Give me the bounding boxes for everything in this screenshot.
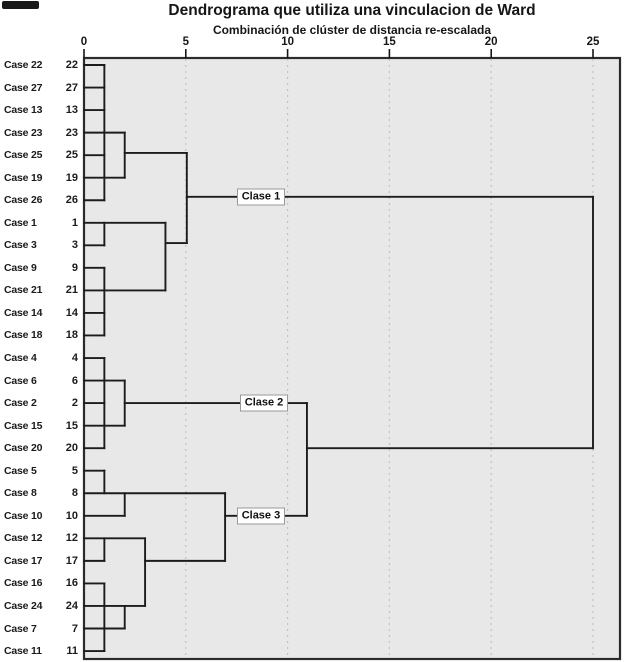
case-row: Case 1 1 (0, 215, 80, 231)
case-label: Case 13 (4, 104, 43, 117)
case-number: 3 (71, 239, 78, 252)
case-number: 8 (71, 487, 78, 500)
case-row: Case 20 20 (0, 440, 80, 456)
case-row: Case 23 23 (0, 125, 80, 141)
case-row: Case 9 9 (0, 260, 80, 276)
case-number: 2 (71, 397, 78, 410)
case-row: Case 4 4 (0, 350, 80, 366)
case-label: Case 23 (4, 126, 43, 139)
case-label: Case 21 (4, 284, 43, 297)
case-row: Case 10 10 (0, 508, 80, 524)
case-label: Case 7 (4, 622, 37, 635)
case-label: Case 12 (4, 532, 43, 545)
case-row: Case 5 5 (0, 463, 80, 479)
case-row: Case 17 17 (0, 553, 80, 569)
case-row: Case 3 3 (0, 237, 80, 253)
x-axis-tick-label: 20 (484, 36, 498, 48)
case-row: Case 14 14 (0, 305, 80, 321)
case-row: Case 7 7 (0, 621, 80, 637)
case-row: Case 15 15 (0, 418, 80, 434)
case-row: Case 27 27 (0, 80, 80, 96)
case-number: 17 (65, 554, 78, 567)
case-label: Case 26 (4, 194, 43, 207)
case-number: 18 (65, 329, 78, 342)
case-label: Case 2 (4, 397, 37, 410)
case-row: Case 16 16 (0, 575, 80, 591)
case-number: 19 (65, 171, 78, 184)
case-number: 22 (65, 59, 78, 71)
case-label: Case 27 (4, 81, 43, 94)
chart-subtitle: Combinación de clúster de distancia re-e… (212, 23, 492, 37)
case-row: Case 22 22 (0, 57, 80, 73)
case-number: 11 (66, 645, 78, 658)
case-number: 16 (65, 577, 78, 590)
case-row: Case 12 12 (0, 530, 80, 546)
case-row: Case 25 25 (0, 147, 80, 163)
case-number: 5 (71, 464, 78, 477)
case-number: 7 (71, 622, 78, 635)
case-label: Case 19 (4, 171, 43, 184)
case-label: Case 11 (4, 645, 42, 658)
x-axis-tick-label: 5 (182, 36, 189, 48)
case-label: Case 24 (4, 599, 43, 612)
chart-title: Dendrograma que utiliza una vinculacion … (168, 2, 536, 19)
case-number: 9 (71, 261, 78, 274)
case-number: 21 (65, 284, 78, 297)
case-row: Case 21 21 (0, 282, 80, 298)
case-row: Case 6 6 (0, 373, 80, 389)
corner-artifact (2, 1, 39, 9)
case-row: Case 24 24 (0, 598, 80, 614)
case-label: Case 14 (4, 306, 43, 319)
case-label: Case 25 (4, 149, 43, 162)
case-number: 27 (65, 81, 78, 94)
x-axis-tick-label: 25 (586, 36, 600, 48)
case-number: 25 (65, 149, 78, 162)
case-number: 1 (71, 216, 78, 229)
case-row: Case 11 11 (0, 643, 80, 659)
case-row: Case 26 26 (0, 192, 80, 208)
case-number: 13 (65, 104, 78, 117)
case-number: 24 (65, 599, 78, 612)
case-label: Case 20 (4, 442, 43, 455)
case-number: 15 (65, 419, 78, 432)
case-number: 4 (71, 352, 78, 365)
case-number: 14 (65, 306, 78, 319)
case-number: 6 (71, 374, 78, 387)
case-label: Case 22 (4, 59, 43, 71)
x-axis-tick-label: 15 (382, 36, 396, 48)
case-number: 10 (65, 509, 78, 522)
case-label: Case 10 (4, 509, 43, 522)
cluster-label: Clase 3 (236, 507, 286, 525)
case-row: Case 13 13 (0, 102, 80, 118)
case-row: Case 8 8 (0, 485, 80, 501)
case-row: Case 19 19 (0, 170, 80, 186)
case-label: Case 3 (4, 239, 37, 252)
case-label: Case 17 (4, 554, 43, 567)
case-label: Case 16 (4, 577, 43, 590)
case-label: Case 4 (4, 352, 37, 365)
cluster-label: Clase 1 (236, 188, 286, 206)
case-number: 23 (65, 126, 78, 139)
x-axis-tick-label: 10 (281, 36, 294, 48)
case-number: 26 (65, 194, 78, 207)
case-label: Case 5 (4, 464, 37, 477)
case-label: Case 9 (4, 261, 37, 274)
case-label: Case 8 (4, 487, 37, 500)
case-label: Case 15 (4, 419, 43, 432)
x-axis-tick-label: 0 (80, 36, 88, 48)
plot-panel (82, 56, 622, 661)
case-number: 12 (65, 532, 78, 545)
case-number: 20 (65, 442, 78, 455)
cluster-label: Clase 2 (239, 394, 289, 412)
case-row: Case 18 18 (0, 327, 80, 343)
case-label: Case 1 (4, 216, 37, 229)
case-label: Case 6 (4, 374, 37, 387)
case-label: Case 18 (4, 329, 43, 342)
case-row: Case 2 2 (0, 395, 80, 411)
